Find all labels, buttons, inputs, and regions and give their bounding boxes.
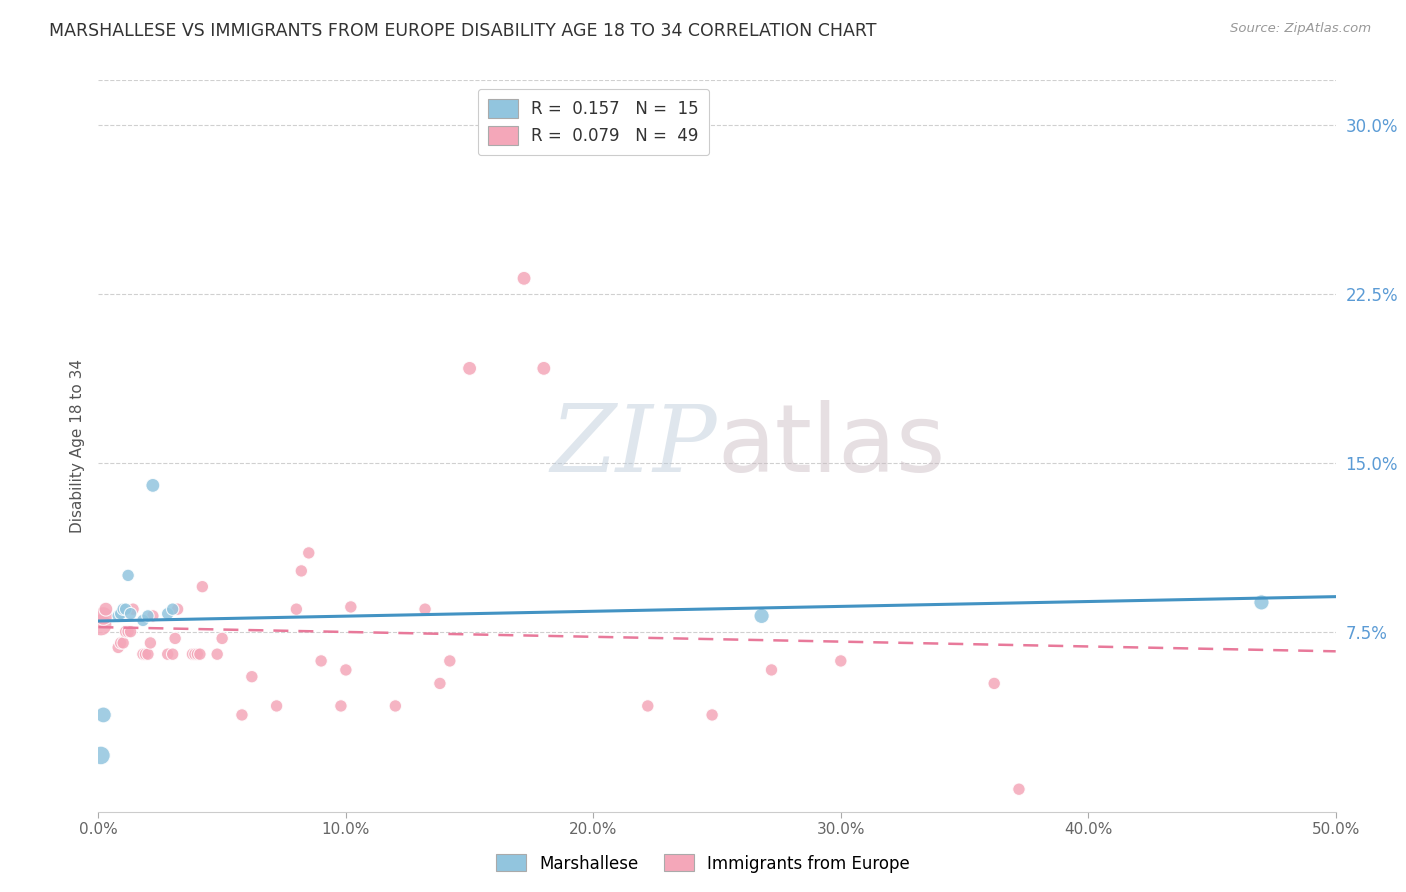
Point xyxy=(211,632,233,646)
Point xyxy=(329,698,352,713)
Point xyxy=(117,568,139,582)
Point xyxy=(166,602,188,616)
Point xyxy=(439,654,461,668)
Point xyxy=(120,607,142,621)
Point xyxy=(136,647,159,661)
Point xyxy=(513,271,536,285)
Point xyxy=(637,698,659,713)
Point xyxy=(112,602,135,616)
Point xyxy=(761,663,783,677)
Point xyxy=(335,663,357,677)
Text: Source: ZipAtlas.com: Source: ZipAtlas.com xyxy=(1230,22,1371,36)
Point xyxy=(117,624,139,639)
Point xyxy=(191,580,214,594)
Point xyxy=(93,708,115,723)
Point xyxy=(114,624,136,639)
Point xyxy=(132,614,155,628)
Point xyxy=(983,676,1005,690)
Point xyxy=(142,608,165,623)
Text: atlas: atlas xyxy=(717,400,945,492)
Y-axis label: Disability Age 18 to 34: Disability Age 18 to 34 xyxy=(69,359,84,533)
Point xyxy=(231,708,253,723)
Point xyxy=(181,647,204,661)
Point xyxy=(751,608,773,623)
Point xyxy=(90,748,112,763)
Legend: R =  0.157   N =  15, R =  0.079   N =  49: R = 0.157 N = 15, R = 0.079 N = 49 xyxy=(478,88,709,155)
Point xyxy=(240,670,263,684)
Point xyxy=(134,647,156,661)
Point xyxy=(110,607,132,621)
Point xyxy=(413,602,436,616)
Point xyxy=(107,640,129,655)
Point xyxy=(1250,595,1272,609)
Point xyxy=(162,647,184,661)
Point xyxy=(285,602,308,616)
Point xyxy=(110,636,132,650)
Point xyxy=(830,654,852,668)
Point xyxy=(700,708,723,723)
Point xyxy=(384,698,406,713)
Point xyxy=(94,602,117,616)
Point xyxy=(309,654,332,668)
Text: MARSHALLESE VS IMMIGRANTS FROM EUROPE DISABILITY AGE 18 TO 34 CORRELATION CHART: MARSHALLESE VS IMMIGRANTS FROM EUROPE DI… xyxy=(49,22,877,40)
Point xyxy=(184,647,207,661)
Point xyxy=(188,647,211,661)
Point xyxy=(165,632,187,646)
Point xyxy=(114,602,136,616)
Text: ZIP: ZIP xyxy=(550,401,717,491)
Point xyxy=(533,361,555,376)
Point xyxy=(298,546,321,560)
Point xyxy=(122,602,145,616)
Point xyxy=(139,636,162,650)
Point xyxy=(90,618,112,632)
Point xyxy=(458,361,481,376)
Point xyxy=(186,647,208,661)
Point xyxy=(112,636,135,650)
Point xyxy=(1008,782,1031,797)
Point xyxy=(132,647,155,661)
Point xyxy=(290,564,312,578)
Point xyxy=(93,608,115,623)
Point xyxy=(156,647,179,661)
Point xyxy=(162,602,184,616)
Point xyxy=(107,608,129,623)
Point xyxy=(429,676,451,690)
Point xyxy=(205,647,228,661)
Point xyxy=(120,624,142,639)
Point xyxy=(136,608,159,623)
Point xyxy=(340,599,363,614)
Point xyxy=(156,607,179,621)
Legend: Marshallese, Immigrants from Europe: Marshallese, Immigrants from Europe xyxy=(489,847,917,880)
Point xyxy=(266,698,288,713)
Point xyxy=(142,478,165,492)
